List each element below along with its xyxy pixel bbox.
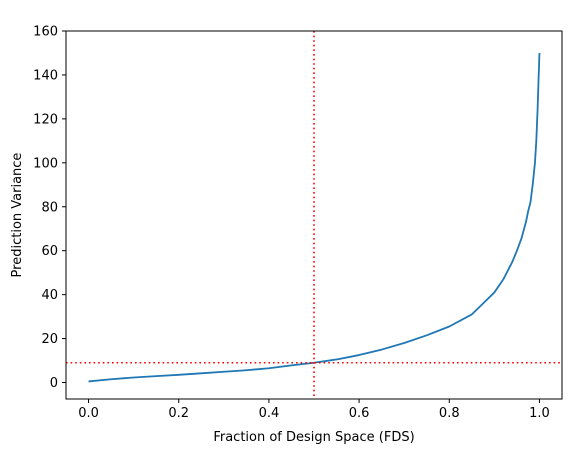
x-tick-label: 0.6 bbox=[349, 406, 370, 421]
x-axis: 0.0 0.2 0.4 0.6 0.8 1.0 bbox=[78, 399, 550, 421]
y-tick-label: 80 bbox=[41, 200, 58, 215]
y-tick-label: 0 bbox=[50, 376, 58, 391]
plot-area bbox=[66, 31, 562, 399]
x-tick-label: 0.2 bbox=[168, 406, 189, 421]
y-tick-label: 120 bbox=[33, 112, 58, 127]
x-tick-label: 0.4 bbox=[259, 406, 280, 421]
y-tick-label: 60 bbox=[41, 244, 58, 259]
y-axis: 0 20 40 60 80 100 120 140 160 bbox=[33, 25, 66, 391]
y-tick-label: 160 bbox=[33, 25, 58, 40]
series-line-0 bbox=[88, 52, 541, 383]
axes-frame bbox=[65, 30, 563, 400]
x-tick-label: 1.0 bbox=[529, 406, 550, 421]
x-axis-label: Fraction of Design Space (FDS) bbox=[213, 430, 414, 445]
y-tick-label: 140 bbox=[33, 68, 58, 83]
y-tick-label: 20 bbox=[41, 332, 58, 347]
y-tick-label: 100 bbox=[33, 156, 58, 171]
y-tick-label: 40 bbox=[41, 288, 58, 303]
y-axis-label: Prediction Variance bbox=[10, 153, 25, 278]
x-tick-label: 0.0 bbox=[78, 406, 99, 421]
x-tick-label: 0.8 bbox=[439, 406, 460, 421]
